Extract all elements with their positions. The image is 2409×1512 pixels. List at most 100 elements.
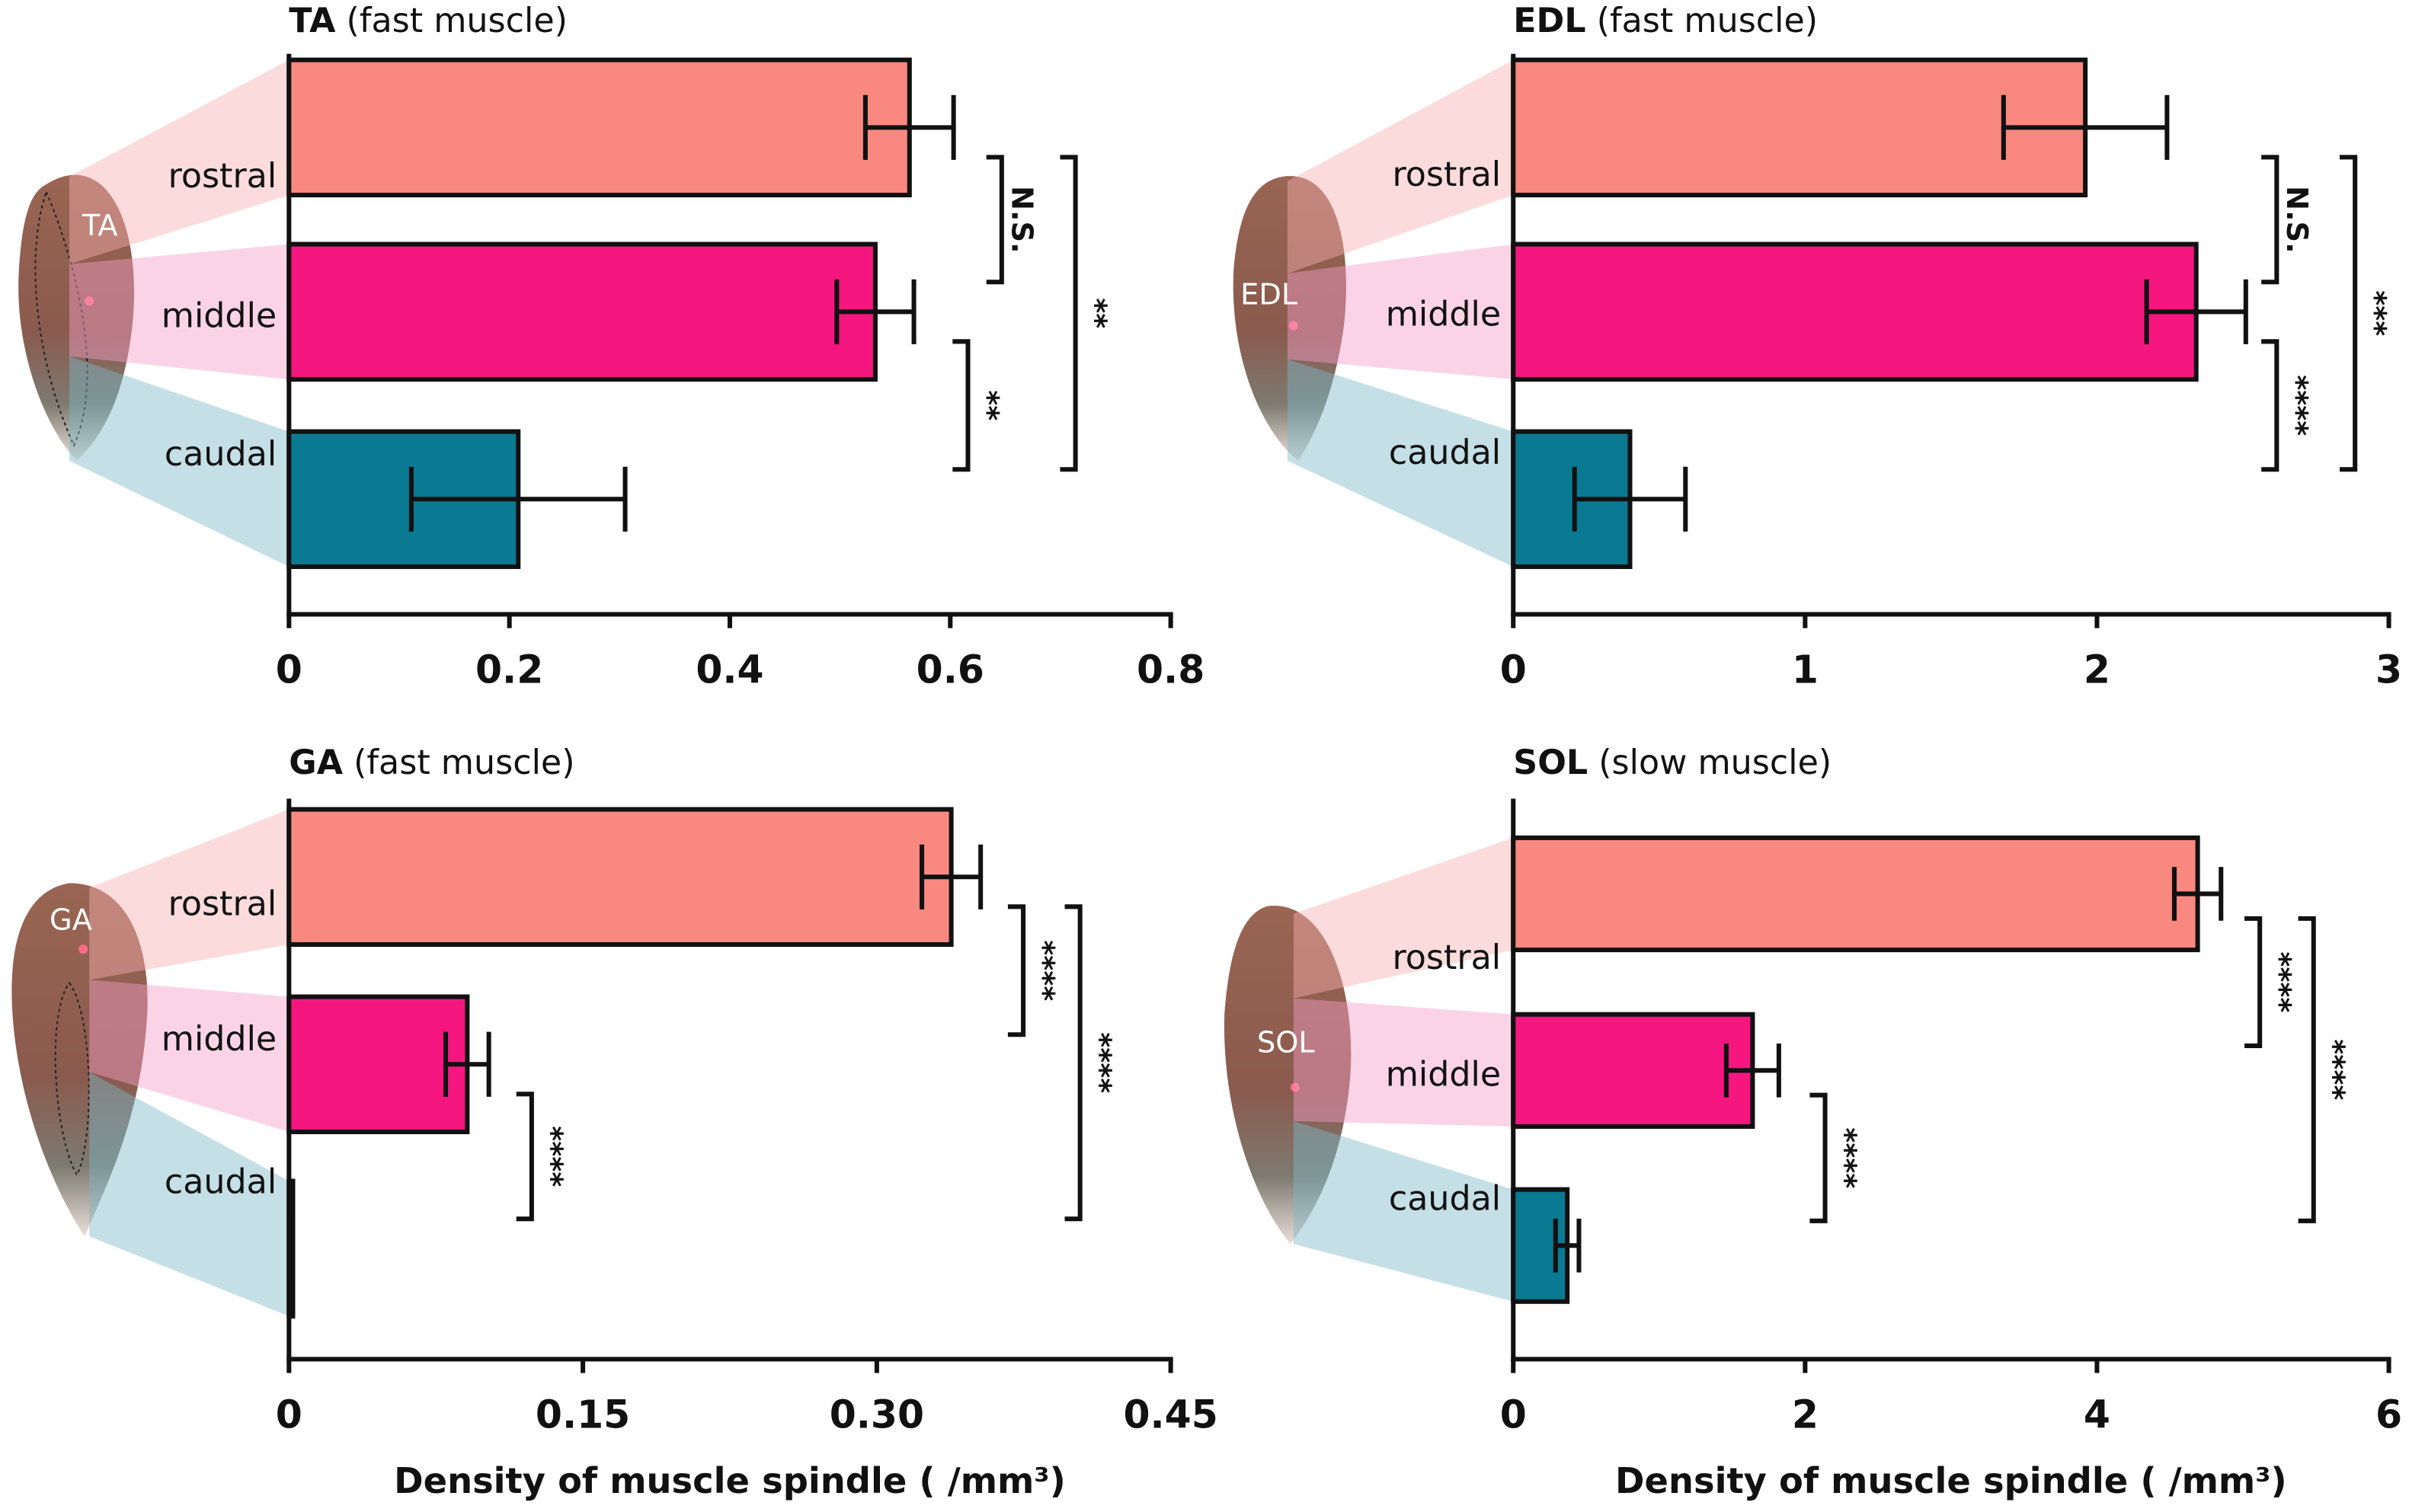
- category-label: caudal: [165, 435, 277, 474]
- significance-label: N.S.: [2279, 186, 2314, 254]
- chart-title: TA (fast muscle): [289, 2, 568, 40]
- x-tick-label: 0.30: [830, 1392, 924, 1437]
- title-name: EDL: [1513, 2, 1585, 40]
- error-bar: [408, 466, 628, 532]
- x-tick-label: 3: [2375, 647, 2402, 692]
- title-note: (fast muscle): [347, 2, 568, 40]
- title-note: (slow muscle): [1598, 743, 1832, 782]
- region-band: [69, 59, 290, 264]
- significance-bracket: [2340, 155, 2358, 472]
- error-bar: [1723, 1044, 1781, 1098]
- region-band: [89, 980, 290, 1132]
- significance-label: ****: [535, 1126, 569, 1187]
- region-band: [1293, 1120, 1514, 1302]
- image-label: EDL: [1240, 278, 1298, 312]
- title-note: (fast muscle): [1597, 2, 1818, 40]
- error-bar: [834, 279, 917, 344]
- category-label: middle: [162, 1020, 277, 1059]
- significance-bracket: [1809, 1092, 1828, 1223]
- bar: [1511, 241, 2199, 382]
- significance-label: **: [1078, 298, 1112, 328]
- region-band: [69, 356, 290, 567]
- error-bar: [919, 844, 984, 909]
- significance-bracket: [986, 155, 1004, 285]
- significance-bracket: [1007, 904, 1026, 1037]
- region-band: [1293, 837, 1514, 999]
- title-name: SOL: [1513, 743, 1588, 782]
- region-band: [1287, 59, 1514, 273]
- significance-label: ****: [2263, 951, 2297, 1012]
- photo-ga: [11, 883, 148, 1237]
- bar: [286, 807, 954, 948]
- region-band: [89, 809, 290, 980]
- significance-label: N.S.: [1005, 186, 1039, 254]
- x-tick-label: 0: [1500, 647, 1527, 692]
- region-band: [1293, 998, 1514, 1127]
- region-band: [69, 244, 290, 380]
- x-tick-label: 0.8: [1137, 647, 1204, 692]
- region-band: [1287, 359, 1514, 567]
- category-label: rostral: [1393, 938, 1502, 977]
- x-axis-label: Density of muscle spindle ( /mm³): [1615, 1460, 2287, 1501]
- significance-bracket: [516, 1092, 534, 1222]
- x-tick-label: 0.4: [696, 647, 763, 692]
- panel: TA TA (fast muscle) 0 0.2 0.4 0.6 0.8 rostral mid…: [69, 2, 1204, 692]
- error-bar: [1553, 1218, 1582, 1273]
- x-tick-label: 0.45: [1123, 1392, 1217, 1437]
- category-label: caudal: [1389, 1180, 1501, 1219]
- image-label: TA: [82, 209, 118, 243]
- photo-ta: [18, 174, 135, 461]
- error-bar: [2171, 867, 2224, 921]
- significance-bracket: [952, 339, 971, 472]
- significance-bracket: [2244, 916, 2263, 1048]
- image-label: SOL: [1257, 1026, 1315, 1060]
- error-bar: [2144, 279, 2248, 344]
- x-tick-label: 0.2: [475, 647, 543, 692]
- bar: [286, 994, 470, 1135]
- category-label: rostral: [168, 157, 277, 196]
- significance-label: ****: [2316, 1039, 2350, 1100]
- x-tick-label: 2: [1792, 1392, 1819, 1437]
- title-name: TA: [289, 2, 336, 40]
- significance-bracket: [2261, 339, 2279, 472]
- significance-label: ****: [1828, 1127, 1862, 1188]
- category-label: middle: [1386, 295, 1501, 334]
- region-band: [1287, 244, 1514, 380]
- bar: [286, 57, 912, 198]
- x-tick-label: 2: [2084, 647, 2110, 692]
- panel: SOL SOL (slow muscle) 0 2 4 6 Density of muscle…: [1257, 743, 2402, 1501]
- region-band: [89, 1072, 290, 1316]
- significance-bracket: [2298, 916, 2316, 1223]
- error-bar: [2001, 94, 2170, 160]
- category-label: caudal: [1389, 433, 1501, 472]
- significance-bracket: [2261, 155, 2279, 285]
- x-tick-label: 0.6: [917, 647, 984, 692]
- panel: EDL EDL (fast muscle) 0 1 2 3 rostral middle caud…: [1240, 2, 2402, 692]
- chart-title: EDL (fast muscle): [1513, 2, 1818, 40]
- significance-bracket: [1060, 155, 1078, 472]
- significance-label: ****: [1083, 1032, 1117, 1093]
- image-label: GA: [50, 903, 92, 937]
- category-label: middle: [1386, 1055, 1501, 1094]
- x-tick-label: 0: [276, 1392, 302, 1437]
- x-tick-label: 0: [276, 647, 302, 692]
- chart-title: GA (fast muscle): [289, 743, 574, 782]
- category-label: caudal: [165, 1163, 277, 1202]
- title-name: GA: [289, 743, 343, 782]
- significance-label: ***: [2358, 290, 2392, 336]
- bar: [286, 241, 878, 382]
- x-tick-label: 4: [2084, 1392, 2110, 1437]
- x-tick-label: 1: [1792, 647, 1819, 692]
- x-tick-label: 6: [2375, 1392, 2402, 1437]
- bar: [1511, 1012, 1755, 1129]
- x-tick-label: 0: [1500, 1392, 1527, 1437]
- significance-label: ****: [2279, 375, 2314, 436]
- error-bar: [1572, 466, 1688, 532]
- bar: [1511, 835, 2200, 953]
- significance-bracket: [1064, 904, 1083, 1222]
- significance-label: **: [971, 390, 1005, 420]
- panel: GA GA (fast muscle) 0 0.15 0.30 0.45 Density of…: [50, 743, 1218, 1501]
- category-label: rostral: [168, 885, 277, 924]
- x-tick-label: 0.15: [536, 1392, 630, 1437]
- photo-sol: [1224, 906, 1352, 1245]
